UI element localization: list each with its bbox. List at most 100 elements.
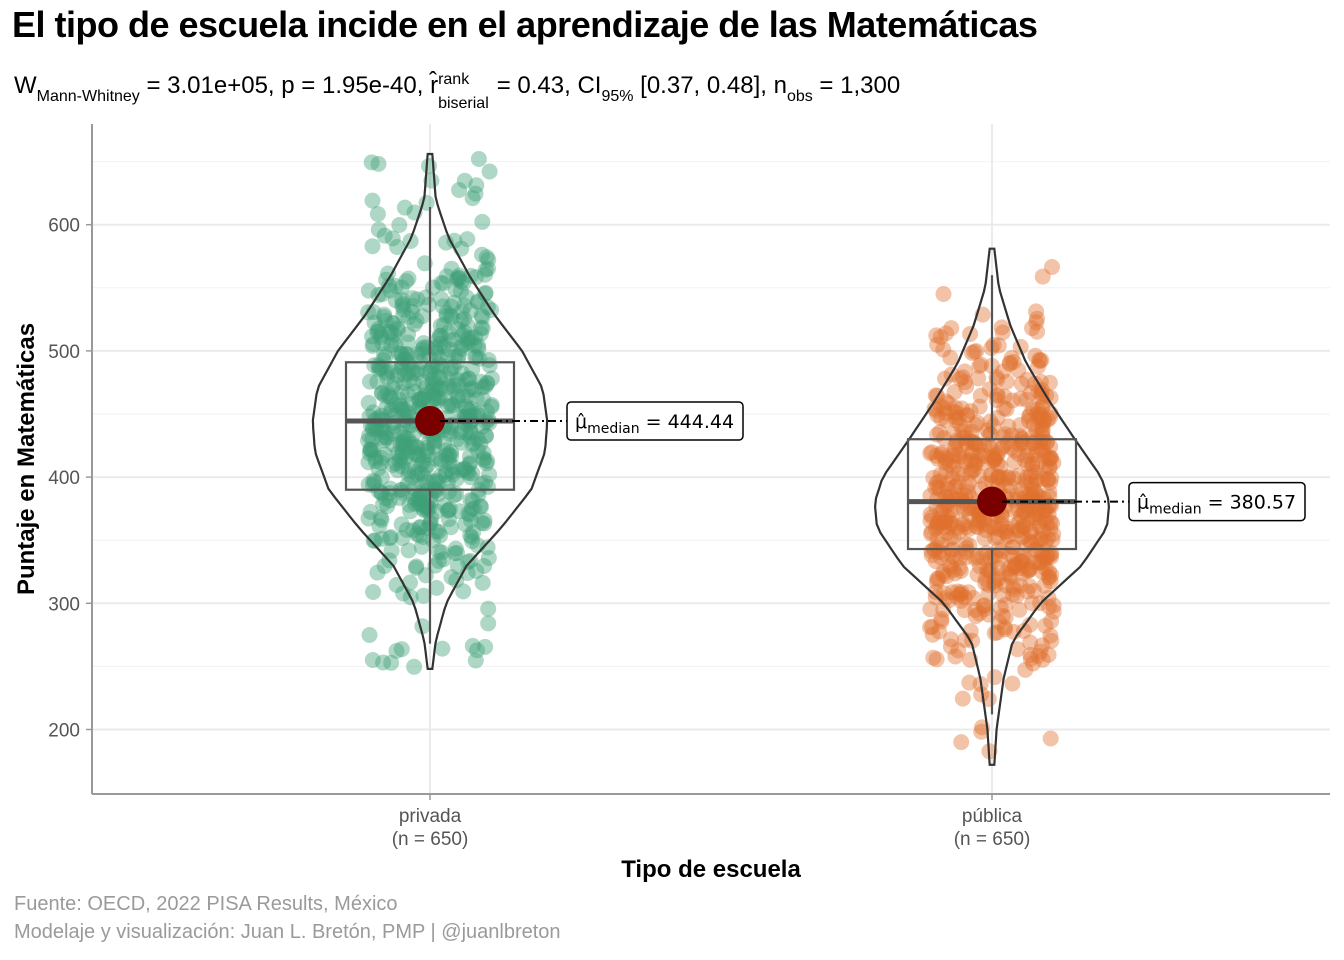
data-point — [426, 385, 443, 402]
data-point — [454, 387, 471, 404]
data-point — [419, 363, 436, 380]
data-point — [403, 303, 420, 320]
data-point — [483, 397, 500, 413]
data-point — [409, 447, 426, 464]
data-point — [1045, 454, 1062, 471]
data-point — [934, 514, 951, 531]
data-point — [1034, 268, 1051, 285]
data-point — [1012, 417, 1029, 433]
data-point — [379, 369, 396, 386]
data-point — [1012, 390, 1029, 407]
data-point — [1031, 518, 1048, 535]
r-value: = 0.43, CI — [490, 72, 602, 99]
data-point — [473, 476, 490, 493]
data-point — [430, 553, 447, 569]
data-point — [384, 379, 401, 396]
data-point — [394, 530, 411, 547]
data-point — [981, 561, 998, 578]
data-point — [438, 447, 455, 464]
data-point — [383, 363, 400, 380]
data-point — [985, 452, 1002, 469]
data-point — [1011, 514, 1027, 531]
data-point — [1007, 556, 1024, 573]
data-point — [370, 155, 387, 172]
data-point — [1045, 526, 1062, 543]
data-point — [952, 416, 969, 433]
data-point — [441, 501, 458, 518]
data-point — [387, 336, 404, 353]
data-point — [360, 394, 377, 411]
data-point — [379, 498, 396, 515]
data-point — [1043, 632, 1060, 649]
data-point — [1022, 523, 1039, 540]
data-point — [416, 387, 433, 404]
data-point — [429, 359, 446, 376]
data-point — [455, 274, 472, 291]
data-point — [1045, 597, 1062, 614]
data-point — [948, 405, 965, 422]
data-point — [360, 282, 377, 299]
data-point — [976, 448, 993, 464]
data-point — [946, 439, 963, 456]
data-point — [923, 524, 940, 540]
data-point — [1041, 569, 1058, 586]
data-point — [946, 404, 963, 420]
data-point — [970, 370, 987, 387]
data-point — [977, 522, 994, 539]
data-point — [1028, 421, 1045, 438]
data-point — [480, 550, 497, 566]
data-point — [992, 458, 1009, 475]
data-point — [469, 430, 486, 447]
data-point — [417, 379, 434, 396]
data-point — [415, 335, 432, 352]
data-point — [405, 522, 422, 539]
data-point — [1041, 409, 1058, 426]
data-point — [990, 445, 1007, 461]
data-point — [1033, 352, 1050, 369]
data-point — [1001, 354, 1018, 371]
data-point — [451, 182, 468, 198]
data-point — [938, 463, 955, 480]
data-point — [958, 549, 975, 565]
data-point — [922, 601, 939, 618]
data-point — [441, 426, 458, 442]
data-point — [375, 496, 392, 513]
data-point — [986, 450, 1003, 467]
data-point — [954, 690, 971, 707]
data-point — [1022, 486, 1039, 502]
data-point — [991, 560, 1008, 577]
data-point — [435, 551, 452, 568]
data-point — [960, 475, 977, 491]
data-point — [1036, 577, 1053, 594]
data-point — [400, 386, 416, 403]
data-point — [469, 294, 486, 311]
data-point — [433, 451, 450, 468]
data-point — [1043, 469, 1060, 486]
data-point — [930, 570, 947, 587]
data-point — [935, 566, 952, 583]
data-point — [377, 312, 394, 329]
data-point — [976, 516, 992, 533]
data-point — [975, 598, 992, 614]
data-point — [1027, 509, 1044, 526]
data-point — [364, 192, 381, 209]
data-point — [428, 344, 445, 361]
data-point — [432, 335, 449, 352]
data-point — [1014, 549, 1031, 566]
data-point — [982, 518, 999, 535]
data-point — [462, 492, 479, 509]
data-point — [1028, 542, 1045, 559]
data-point — [420, 447, 437, 464]
data-point — [365, 584, 382, 600]
data-point — [1031, 353, 1048, 369]
data-point — [957, 453, 974, 470]
data-point — [1013, 553, 1030, 570]
data-point — [395, 452, 412, 469]
data-point — [389, 445, 406, 462]
data-point — [941, 519, 958, 536]
data-point — [391, 345, 408, 362]
data-point — [1025, 416, 1042, 433]
data-point — [464, 436, 481, 453]
data-point — [433, 290, 450, 307]
data-point — [938, 325, 954, 342]
